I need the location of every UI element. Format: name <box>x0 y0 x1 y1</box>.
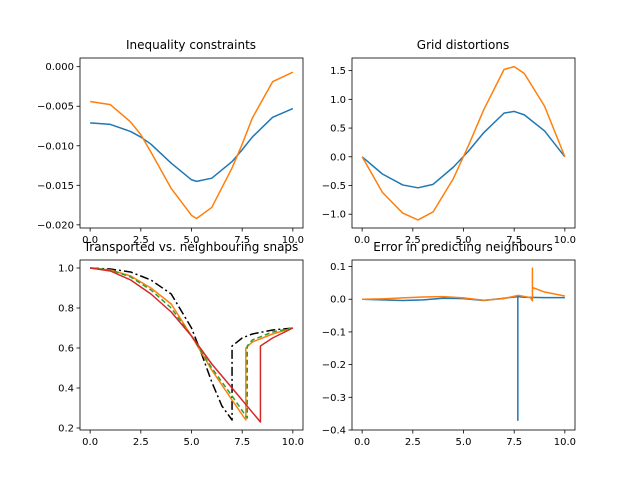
y-tick-label: −1.0 <box>322 210 346 221</box>
y-tick-label: −0.015 <box>37 181 74 192</box>
x-tick-label: 5.0 <box>184 235 200 246</box>
y-tick-label: 0.2 <box>58 424 74 435</box>
series-line-0 <box>362 295 565 421</box>
x-tick-label: 0.0 <box>354 437 370 448</box>
panel-transported-vs-neighbouring: 0.0 2.5 5.0 7.5 10.0 0.2 0.4 0.6 0.8 1.0 Transport… <box>58 240 304 448</box>
x-tick-label: 5.0 <box>456 437 472 448</box>
y-tick-label: −0.010 <box>37 141 74 152</box>
x-tick-label: 7.5 <box>506 235 522 246</box>
x-tick-label: 2.5 <box>133 235 149 246</box>
y-tick-label: −0.4 <box>322 426 346 437</box>
panel-title: Grid distortions <box>417 38 509 52</box>
x-tick-label: 2.5 <box>405 235 421 246</box>
y-tick-label: 0.8 <box>58 304 74 315</box>
y-tick-label: −0.5 <box>322 181 346 192</box>
y-tick-label: −0.2 <box>322 360 346 371</box>
x-tick-label: 7.5 <box>234 437 250 448</box>
x-tick-label: 7.5 <box>506 437 522 448</box>
axes-frame <box>351 259 576 431</box>
y-tick-label: 0.000 <box>45 62 74 73</box>
series-group <box>90 71 294 220</box>
y-tick-label: 1.5 <box>330 66 346 77</box>
y-tick-label: −0.020 <box>37 220 74 231</box>
x-tick-label: 10.0 <box>282 437 304 448</box>
axes-frame <box>351 57 576 229</box>
y-tick-label: 0.1 <box>330 262 346 273</box>
series-line-2 <box>90 267 294 419</box>
y-tick-label: 0.5 <box>330 124 346 135</box>
y-tick-label: −0.005 <box>37 102 74 113</box>
y-tick-label: −0.1 <box>322 327 346 338</box>
panel-title: Inequality constraints <box>126 38 256 52</box>
series-line-0 <box>90 107 294 183</box>
x-tick-label: 5.0 <box>456 235 472 246</box>
panel-grid-distortions: 0.0 2.5 5.0 7.5 10.0 −1.0 −0.5 0.0 0.5 1.0 1.5 Grid… <box>322 38 576 246</box>
x-tick-label: 0.0 <box>82 235 98 246</box>
y-tick-label: 0.4 <box>58 384 74 395</box>
x-tick-label: 0.0 <box>82 437 98 448</box>
series-group <box>362 267 566 421</box>
x-tick-label: 5.0 <box>184 437 200 448</box>
axes-frame <box>79 259 304 431</box>
x-tick-label: 0.0 <box>354 235 370 246</box>
y-tick-label: 1.0 <box>58 264 74 275</box>
series-group <box>90 267 294 423</box>
panel-title: Error in predicting neighbours <box>373 240 552 254</box>
panel-inequality-constraints: 0.0 2.5 5.0 7.5 10.0 −0.020 −0.015 −0.010 −0.005… <box>37 38 304 246</box>
series-line-1 <box>90 71 294 220</box>
x-tick-label: 7.5 <box>234 235 250 246</box>
x-tick-label: 2.5 <box>405 437 421 448</box>
series-group <box>361 65 566 221</box>
series-line-1 <box>362 267 566 302</box>
x-tick-label: 10.0 <box>282 235 304 246</box>
series-line-1 <box>361 65 566 221</box>
axes-frame <box>79 57 304 229</box>
panel-title: Transported vs. neighbouring snaps <box>83 240 299 254</box>
y-tick-label: 1.0 <box>330 95 346 106</box>
series-line-1 <box>90 267 294 421</box>
series-line-0 <box>361 110 566 189</box>
y-tick-label: 0.6 <box>58 344 74 355</box>
x-tick-label: 10.0 <box>554 437 576 448</box>
y-tick-label: 0.0 <box>330 152 346 163</box>
panel-error-in-predicting: 0.0 2.5 5.0 7.5 10.0 −0.4 −0.3 −0.2 −0.1 0.0 0.1 Er… <box>322 240 576 448</box>
series-line-3 <box>90 267 294 423</box>
x-tick-label: 10.0 <box>554 235 576 246</box>
x-tick-label: 2.5 <box>133 437 149 448</box>
y-tick-label: 0.0 <box>330 295 346 306</box>
y-tick-label: −0.3 <box>322 393 346 404</box>
